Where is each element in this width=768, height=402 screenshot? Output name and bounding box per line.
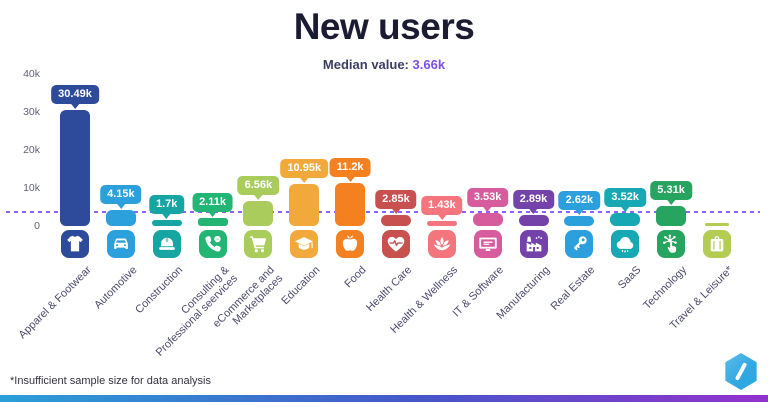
- category-label: Health Care: [364, 264, 415, 314]
- graduation-cap-icon: [290, 230, 319, 258]
- lotus-icon: [427, 230, 456, 258]
- bar: [197, 217, 228, 226]
- cloud-icon: [611, 230, 640, 258]
- bar: [335, 183, 366, 226]
- bar: [610, 212, 641, 226]
- bar: [518, 215, 549, 226]
- tooltip-tail-icon: [162, 213, 171, 219]
- bar-value-text: 3.53k: [466, 187, 509, 207]
- tooltip-tail-icon: [391, 209, 400, 215]
- category-label: Automotive: [91, 264, 140, 312]
- bar: [472, 212, 503, 226]
- bar-value-label: 1.7k: [148, 194, 185, 219]
- y-axis-tick-label: 10k: [23, 182, 40, 194]
- bar-value-text: 6.56k: [237, 176, 280, 196]
- bar-value-text: 2.89k: [512, 190, 555, 210]
- category-label: Apparel & Footwear: [16, 264, 94, 342]
- median-subtitle: Median value: 3.66k: [0, 57, 768, 72]
- bar: [60, 110, 90, 226]
- bar-value-label: 5.31k: [650, 180, 692, 205]
- bar-value-label: 2.62k: [558, 191, 601, 216]
- bar-value-label: 3.52k: [604, 187, 646, 212]
- footnote-text: *Insufficient sample size for data analy…: [10, 375, 211, 387]
- tooltip-tail-icon: [71, 104, 79, 110]
- factory-icon: [519, 230, 548, 258]
- suitcase-icon: [702, 230, 731, 258]
- bar-value-text: 2.11k: [192, 192, 234, 212]
- bar-value-text: 1.43k: [421, 195, 463, 215]
- bar-value-label: 10.95k: [280, 159, 329, 184]
- bar-value-label: 2.85k: [375, 190, 417, 215]
- bar-value-label: 30.49k: [51, 85, 99, 110]
- tooltip-tail-icon: [300, 178, 309, 184]
- bar: [151, 219, 182, 226]
- tooltip-tail-icon: [621, 206, 630, 212]
- key-icon: [565, 230, 594, 258]
- tap-network-icon: [657, 230, 686, 258]
- bar-value-text: 4.15k: [100, 185, 142, 205]
- median-value: 3.66k: [412, 57, 446, 72]
- bar: [704, 223, 729, 226]
- bar-value-text: 1.7k: [148, 194, 185, 214]
- category-label: SaaS: [616, 264, 644, 292]
- car-icon: [106, 230, 135, 258]
- tooltip-tail-icon: [254, 195, 263, 201]
- bar-value-text: 2.85k: [375, 190, 417, 210]
- logo-slash: [734, 362, 748, 381]
- bar-value-text: 30.49k: [51, 85, 99, 105]
- shopping-cart-icon: [244, 230, 273, 258]
- category-label: Real Estate: [549, 264, 598, 313]
- hard-hat-icon: [152, 230, 181, 258]
- phone-chat-icon: [198, 230, 227, 258]
- bar: [426, 220, 457, 226]
- bar: [289, 184, 320, 226]
- bar-value-label: 11.2k: [329, 158, 371, 183]
- tooltip-tail-icon: [529, 209, 538, 215]
- median-line: [6, 211, 760, 214]
- bar-value-text: 3.52k: [604, 187, 646, 207]
- tooltip-tail-icon: [667, 199, 676, 205]
- monitor-icon: [473, 230, 502, 258]
- bar: [243, 201, 274, 226]
- tooltip-tail-icon: [208, 211, 217, 217]
- y-axis-tick-label: 40k: [23, 68, 40, 80]
- bar: [105, 210, 136, 226]
- bar-value-text: 2.62k: [558, 191, 601, 211]
- tooltip-tail-icon: [346, 177, 355, 183]
- tooltip-tail-icon: [116, 204, 125, 210]
- bar: [656, 205, 687, 226]
- bar-value-label: 4.15k: [100, 185, 142, 210]
- category-label: Education: [279, 264, 323, 308]
- bar-value-text: 11.2k: [329, 158, 371, 178]
- bottom-accent-bar: [0, 395, 768, 402]
- bar-value-label: 2.89k: [512, 190, 555, 215]
- y-axis-tick-label: 20k: [23, 144, 40, 156]
- y-axis-tick-label: 30k: [23, 106, 40, 118]
- heart-pulse-icon: [381, 230, 410, 258]
- bar-value-label: 3.53k: [466, 187, 509, 212]
- y-axis-tick-label: 0: [34, 220, 40, 232]
- bar-value-label: 1.43k: [421, 195, 463, 220]
- bar-value-text: 10.95k: [280, 159, 329, 179]
- bar: [380, 215, 411, 226]
- bar-value-label: 2.11k: [192, 192, 234, 217]
- tooltip-tail-icon: [575, 210, 584, 216]
- tooltip-tail-icon: [483, 206, 492, 212]
- category-label: Food: [342, 264, 369, 291]
- page-title: New users: [293, 6, 475, 47]
- bar-value-text: 5.31k: [650, 180, 692, 200]
- bar: [564, 216, 595, 226]
- tooltip-tail-icon: [437, 214, 446, 220]
- apple-icon: [336, 230, 365, 258]
- median-label: Median value:: [322, 57, 409, 72]
- tshirt-icon: [61, 230, 89, 258]
- category-label: Technology: [641, 264, 690, 312]
- bar-value-label: 6.56k: [237, 176, 280, 201]
